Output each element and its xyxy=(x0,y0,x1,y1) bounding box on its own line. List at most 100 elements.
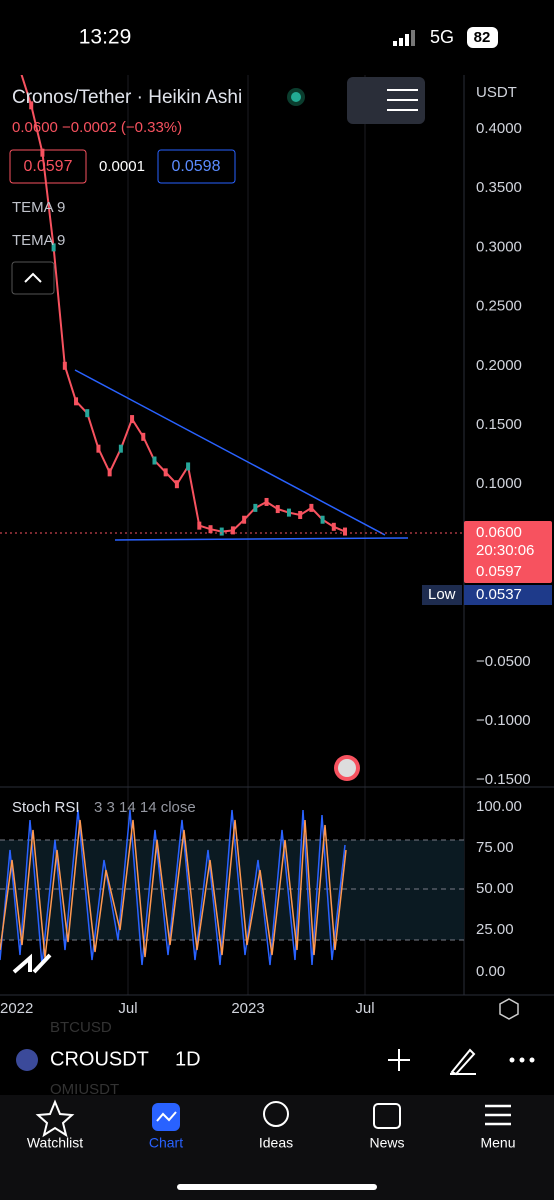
tab-chart[interactable]: Chart xyxy=(149,1135,183,1151)
currency: USDT xyxy=(476,84,517,101)
candle xyxy=(96,444,101,453)
candle xyxy=(74,397,79,406)
price-tick-label: −0.1000 xyxy=(476,712,531,729)
add-button[interactable] xyxy=(388,1049,410,1071)
symbol[interactable]: CROUSDT xyxy=(50,1048,149,1070)
menu-tab-icon xyxy=(485,1104,511,1126)
prev-price: 0.0597 xyxy=(476,563,522,580)
collapse-button[interactable] xyxy=(11,261,55,295)
chevron xyxy=(24,272,42,283)
stoch-title: Stoch RSI xyxy=(12,799,80,816)
more-button[interactable] xyxy=(509,1057,535,1063)
price-tick-label: 0.1000 xyxy=(476,475,522,492)
spread: 0.0001 xyxy=(99,158,145,175)
stoch-d xyxy=(0,819,347,959)
menu-button[interactable] xyxy=(347,77,425,124)
low-label: Low xyxy=(428,586,456,603)
stoch-params: 3 3 14 14 close xyxy=(94,799,196,816)
tab-menu[interactable]: Menu xyxy=(480,1135,515,1151)
candle xyxy=(264,497,269,506)
trend-line xyxy=(74,369,386,536)
price-tick-label: 0.3000 xyxy=(476,238,522,255)
price-tick-label: 0.3500 xyxy=(476,179,522,196)
candle xyxy=(343,527,347,536)
chart-icon-line xyxy=(156,1111,177,1122)
signal xyxy=(393,30,415,46)
tab-news[interactable]: News xyxy=(369,1135,404,1151)
indicator: TEMA 9 xyxy=(12,232,65,249)
candle xyxy=(152,456,157,465)
stoch-tick-label: 75.00 xyxy=(476,839,514,856)
price-tick-label: 0.2000 xyxy=(476,357,522,374)
symbol-title: Cronos/Tether · Heikin Ashi xyxy=(12,87,242,108)
battery-level: 82 xyxy=(474,29,491,46)
price-tick-label: −0.1500 xyxy=(476,771,531,788)
candle xyxy=(320,515,325,524)
tab-ideas[interactable]: Ideas xyxy=(259,1135,293,1151)
event-icon xyxy=(338,759,356,777)
low-tag xyxy=(464,585,552,605)
bid: 0.0597 xyxy=(24,158,73,175)
stoch-tick-label: 0.00 xyxy=(476,963,505,980)
tab-bar xyxy=(0,1095,554,1200)
bid-box[interactable] xyxy=(9,149,87,184)
low-price: 0.0537 xyxy=(476,586,522,603)
candle xyxy=(275,505,280,514)
clock: 13:29 xyxy=(79,26,132,49)
candle xyxy=(163,468,168,477)
draw-button[interactable] xyxy=(450,1048,476,1076)
candle xyxy=(309,503,314,512)
time-label: 2022 xyxy=(0,1000,33,1017)
price-line xyxy=(20,75,346,533)
candle xyxy=(230,526,235,535)
price-tick-label: 0.1500 xyxy=(476,416,522,433)
candle xyxy=(298,510,303,519)
price-tick-label: −0.0500 xyxy=(476,653,531,670)
time-label: 2023 xyxy=(231,1000,264,1017)
candle xyxy=(62,361,67,370)
watchlist-icon xyxy=(35,1099,75,1138)
last-price: 0.0600 xyxy=(476,524,522,541)
time-label: Jul xyxy=(118,1000,137,1017)
candle xyxy=(186,462,191,471)
price-tag xyxy=(464,521,552,583)
interval[interactable]: 1D xyxy=(175,1048,201,1070)
price-change: 0.0600 −0.0002 (−0.33%) xyxy=(12,119,182,136)
ask: 0.0598 xyxy=(172,158,221,175)
settings-icon[interactable] xyxy=(499,998,519,1020)
candle xyxy=(118,444,123,453)
tab-watchlist[interactable]: Watchlist xyxy=(27,1135,83,1151)
price-tick-label: 0.4000 xyxy=(476,120,522,137)
candle xyxy=(40,148,45,157)
candle xyxy=(174,480,179,489)
candle xyxy=(85,409,90,418)
candle xyxy=(29,101,34,110)
candle xyxy=(197,521,202,530)
symbol-behind: OMIUSDT xyxy=(50,1081,119,1098)
candle xyxy=(141,432,146,441)
candle xyxy=(219,527,224,536)
candle xyxy=(107,468,112,477)
candle xyxy=(253,503,258,512)
ask-box[interactable] xyxy=(157,149,236,184)
candle xyxy=(208,525,213,534)
low-label-box xyxy=(422,585,462,605)
coin-icon xyxy=(16,1049,38,1071)
network: 5G xyxy=(430,27,454,47)
ideas-icon xyxy=(263,1101,289,1127)
candle xyxy=(130,415,135,424)
symbol-behind: BTCUSD xyxy=(50,1019,112,1036)
countdown: 20:30:06 xyxy=(476,542,534,559)
support-line xyxy=(114,537,409,541)
menu-icon xyxy=(387,89,418,111)
home-indicator xyxy=(177,1184,377,1190)
stoch-tick-label: 50.00 xyxy=(476,880,514,897)
stoch-tick-label: 100.00 xyxy=(476,798,522,815)
candle xyxy=(51,243,56,252)
candle xyxy=(242,515,247,524)
indicator: TEMA 9 xyxy=(12,199,65,216)
candle xyxy=(18,66,22,74)
stoch-k xyxy=(0,809,346,966)
stoch-tick-label: 25.00 xyxy=(476,921,514,938)
